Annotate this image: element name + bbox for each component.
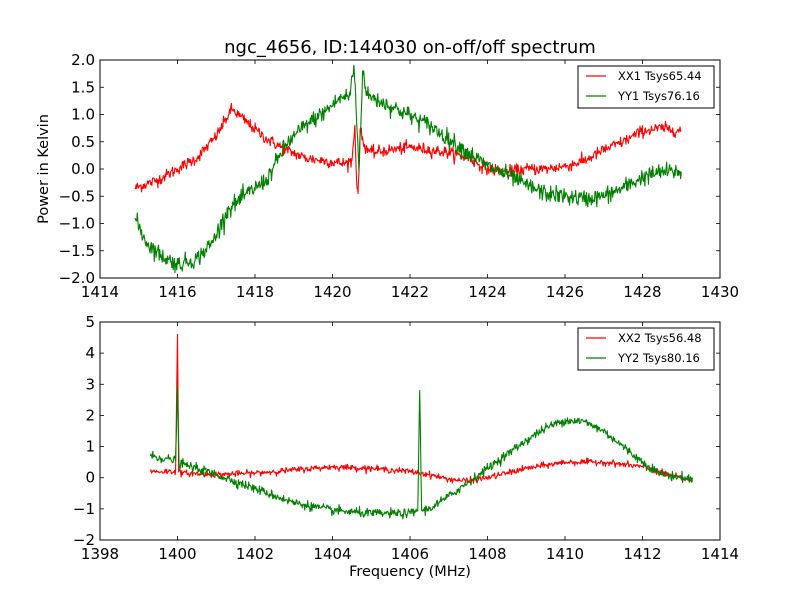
legend-box-bottom <box>577 327 715 371</box>
y-tick-label: 4 <box>85 344 95 362</box>
subplot-top: ngc_4656, ID:144030 on-off/off spectrum … <box>36 37 739 301</box>
x-tick-label: 1402 <box>236 545 274 563</box>
legend-top: XX1 Tsys65.44 YY1 Tsys76.16 <box>577 65 715 109</box>
y-ticks-bottom: −2 −1 0 1 2 3 4 5 <box>73 313 720 549</box>
x-tick-label: 1422 <box>391 283 429 301</box>
y-tick-label: 2.0 <box>71 51 95 69</box>
y-tick-label: −0.5 <box>59 187 95 205</box>
plot-area-bottom <box>149 333 694 520</box>
chart-title: ngc_4656, ID:144030 on-off/off spectrum <box>224 37 596 58</box>
legend-label-xx2: XX2 Tsys56.48 <box>618 331 702 345</box>
y-tick-label: 5 <box>85 313 95 331</box>
x-axis-label: Frequency (MHz) <box>349 564 471 580</box>
y-tick-label: 0.0 <box>71 160 95 178</box>
y-ticks-top: −2.0 −1.5 −1.0 −0.5 0.0 0.5 1.0 1.5 2.0 <box>59 51 720 287</box>
legend-label-yy2: YY2 Tsys80.16 <box>617 351 700 365</box>
x-tick-label: 1428 <box>623 283 661 301</box>
legend-label-xx1: XX1 Tsys65.44 <box>618 69 702 83</box>
y-tick-label: −2.0 <box>59 269 95 287</box>
y-tick-label: −1.5 <box>59 242 95 260</box>
legend-bottom: XX2 Tsys56.48 YY2 Tsys80.16 <box>577 327 715 371</box>
x-tick-label: 1404 <box>313 545 351 563</box>
y-tick-label: 0 <box>85 469 95 487</box>
x-tick-label: 1400 <box>158 545 196 563</box>
y-tick-label: 1 <box>85 438 95 456</box>
y-tick-label: 2 <box>85 406 95 424</box>
y-tick-label: 0.5 <box>71 133 95 151</box>
y-axis-label: Power in Kelvin <box>36 114 52 224</box>
x-tick-label: 1410 <box>546 545 584 563</box>
x-tick-label: 1430 <box>701 283 739 301</box>
x-tick-label: 1408 <box>468 545 506 563</box>
plot-area-top <box>134 64 682 274</box>
legend-label-yy1: YY1 Tsys76.16 <box>617 89 700 103</box>
x-tick-label: 1416 <box>158 283 196 301</box>
series-line-yy2 <box>149 386 694 520</box>
y-tick-label: −1.0 <box>59 215 95 233</box>
x-ticks-bottom: 1398 1400 1402 1404 1406 1408 1410 1412 1414 <box>81 322 739 563</box>
x-tick-label: 1420 <box>313 283 351 301</box>
series-line-xx1 <box>134 102 682 195</box>
x-tick-label: 1398 <box>81 545 119 563</box>
x-tick-label: 1414 <box>81 283 119 301</box>
y-tick-label: −1 <box>73 500 95 518</box>
x-tick-label: 1426 <box>546 283 584 301</box>
x-tick-label: 1414 <box>701 545 739 563</box>
x-tick-label: 1418 <box>236 283 274 301</box>
x-tick-label: 1424 <box>468 283 506 301</box>
subplot-bottom: 1398 1400 1402 1404 1406 1408 1410 1412 1414 −2−… <box>73 313 739 580</box>
y-tick-label: −2 <box>73 531 95 549</box>
y-tick-label: 3 <box>85 375 95 393</box>
legend-box-top <box>577 65 715 109</box>
series-line-yy1 <box>134 64 682 274</box>
x-ticks-top: 1414 1416 1418 1420 1422 1424 1426 1428 1430 <box>81 60 739 301</box>
y-tick-label: 1.5 <box>71 78 95 96</box>
x-tick-label: 1406 <box>391 545 429 563</box>
x-tick-label: 1412 <box>623 545 661 563</box>
y-tick-label: 1.0 <box>71 106 95 124</box>
